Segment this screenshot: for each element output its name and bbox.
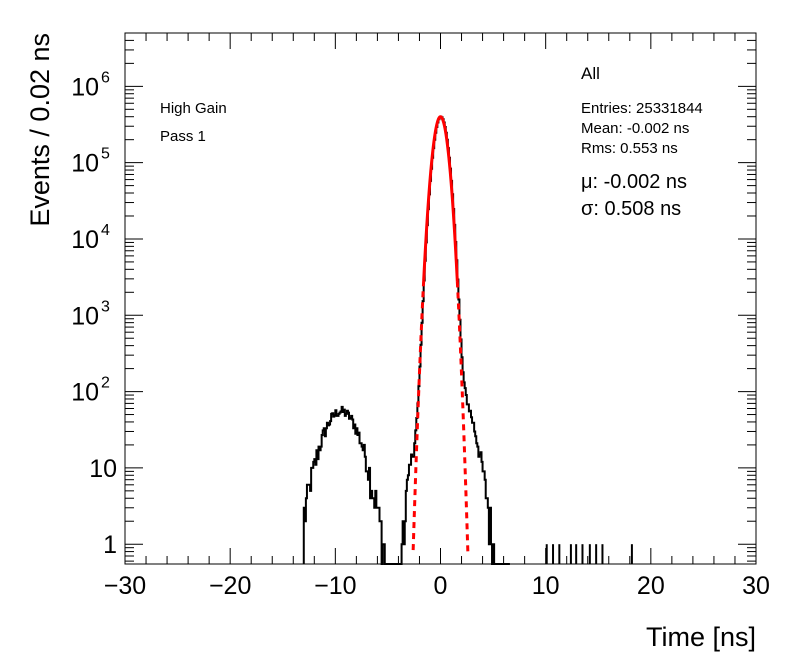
y-tick-exponent: 4 [101, 222, 110, 239]
x-tick-label: 30 [742, 572, 770, 600]
y-tick-exponent: 3 [101, 298, 110, 315]
stats-mean: Mean: -0.002 ns [581, 120, 689, 137]
fit-layer [411, 115, 470, 552]
stats-title: All [581, 64, 600, 83]
x-axis-title: Time [ns] [646, 622, 756, 652]
y-tick-label: 10 [71, 379, 99, 407]
x-tick-label: −20 [209, 572, 251, 600]
fit-curve-dashed-right [455, 281, 470, 552]
fit-curve-solid [422, 115, 459, 282]
y-tick-label: 1 [103, 531, 117, 559]
x-tick-label: 20 [637, 572, 665, 600]
y-tick-label: 10 [71, 73, 99, 101]
plot-frame [124, 32, 757, 565]
y-tick-label: 10 [71, 226, 99, 254]
stats-entries: Entries: 25331844 [581, 100, 703, 117]
y-tick-label: 10 [71, 302, 99, 330]
y-tick-exponent: 6 [101, 69, 110, 86]
label-high-gain: High Gain [160, 100, 227, 117]
label-pass: Pass 1 [160, 128, 206, 145]
y-tick-exponent: 2 [101, 375, 110, 392]
y-tick-label: 10 [89, 455, 117, 483]
fit-sigma: σ: 0.508 ns [581, 198, 681, 220]
stats-rms: Rms: 0.553 ns [581, 140, 678, 157]
y-tick-exponent: 5 [101, 146, 110, 163]
y-axis-title: Events / 0.02 ns [25, 33, 55, 227]
x-tick-label: −30 [104, 572, 146, 600]
histogram-layer [302, 115, 633, 565]
fit-curve-dashed-left [411, 280, 426, 551]
x-tick-label: 10 [532, 572, 560, 600]
x-tick-label: 0 [434, 572, 448, 600]
fit-mu: μ: -0.002 ns [581, 171, 687, 193]
histogram-line [302, 115, 510, 565]
x-tick-label: −10 [314, 572, 356, 600]
y-tick-label: 10 [71, 150, 99, 178]
